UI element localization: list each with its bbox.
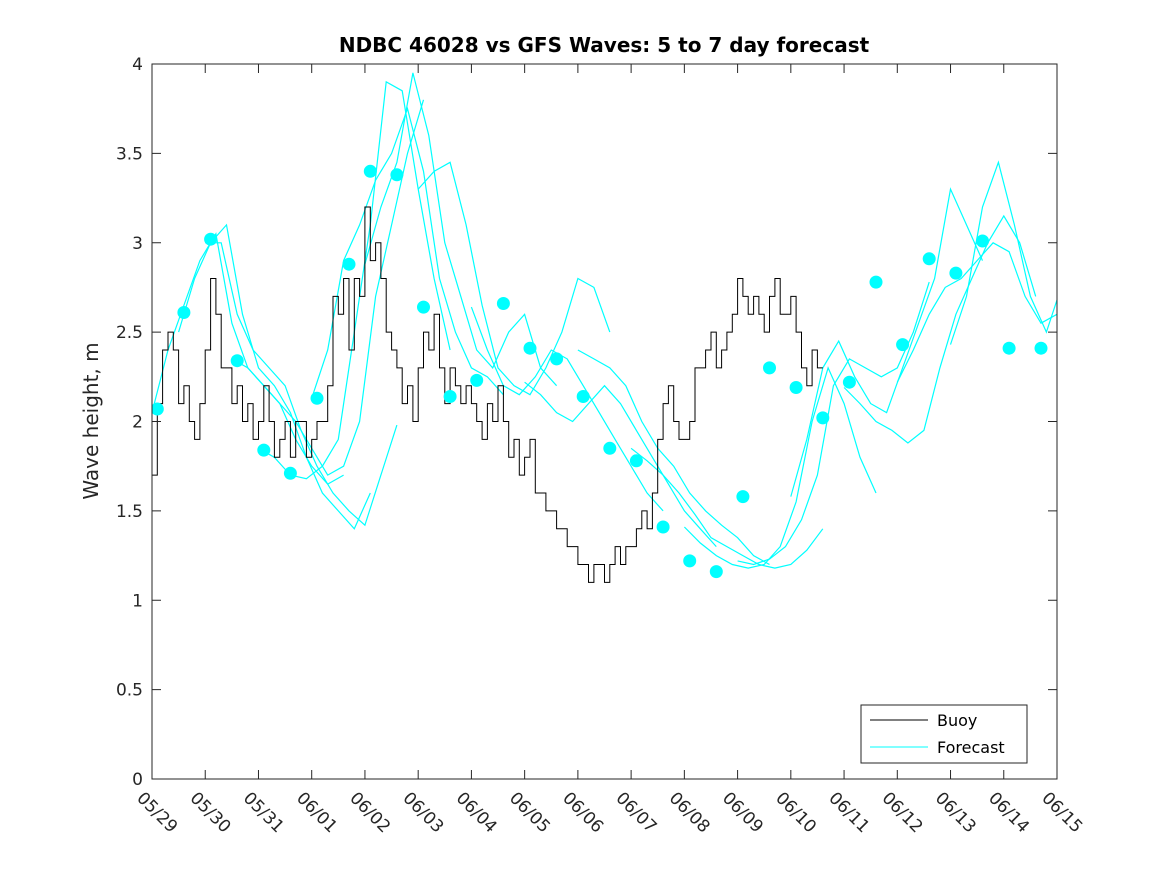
plot-area	[152, 72, 1057, 583]
y-tick-label: 2.5	[116, 323, 143, 343]
legend-box	[860, 704, 1028, 764]
forecast-marker-point	[736, 490, 750, 504]
forecast-marker-point	[896, 338, 910, 352]
y-tick-label: 2	[132, 413, 143, 433]
forecast-marker-point	[363, 164, 377, 178]
forecast-marker-point	[257, 443, 271, 457]
forecast-run-line-11	[577, 349, 770, 566]
forecast-marker-point	[470, 373, 484, 387]
y-tick-label: 3	[132, 234, 143, 254]
y-axis-label: Wave height, m	[79, 342, 103, 499]
chart-title: NDBC 46028 vs GFS Waves: 5 to 7 day fore…	[339, 33, 870, 57]
forecast-marker-point	[603, 441, 617, 455]
legend-forecast-label: Forecast	[937, 738, 1005, 757]
forecast-marker-point	[789, 381, 803, 394]
y-tick-label: 4	[132, 55, 143, 75]
forecast-run-line-17	[896, 242, 1057, 383]
forecast-marker-point	[283, 466, 297, 480]
forecast-marker-point	[656, 520, 670, 534]
forecast-run-line-14	[737, 281, 930, 566]
forecast-marker-point	[576, 390, 590, 403]
forecast-run-line-13	[683, 366, 877, 569]
forecast-marker-point	[869, 275, 883, 289]
forecast-marker-point	[496, 297, 510, 310]
forecast-run-line-16	[843, 214, 1037, 444]
y-tick-label: 0.5	[116, 681, 143, 701]
forecast-marker-point	[1002, 341, 1016, 355]
forecast-marker-point	[922, 252, 936, 266]
forecast-marker-point	[816, 411, 830, 425]
forecast-marker-point	[683, 554, 697, 568]
forecast-marker-point	[763, 361, 776, 375]
forecast-marker-point	[1034, 341, 1048, 355]
buoy-series-line	[152, 206, 823, 583]
forecast-marker-point	[417, 300, 430, 314]
forecast-run-line-10	[524, 381, 717, 548]
forecast-marker-point	[550, 352, 564, 366]
forecast-marker-point	[443, 390, 457, 403]
forecast-run-line-12	[630, 447, 824, 569]
forecast-marker-point	[629, 454, 643, 468]
forecast-marker-point	[842, 375, 856, 389]
forecast-marker-point	[342, 257, 356, 271]
forecast-marker-point	[152, 402, 164, 416]
legend-buoy-label: Buoy	[937, 711, 977, 730]
y-tick-label: 3.5	[116, 144, 143, 164]
forecast-marker-point	[709, 565, 723, 579]
y-tick-label: 1	[132, 591, 143, 611]
forecast-run-line-8	[417, 161, 611, 396]
forecast-marker-point	[310, 391, 324, 405]
forecast-marker-point	[390, 168, 404, 182]
forecast-run-line-7	[364, 72, 558, 387]
forecast-marker-point	[523, 341, 537, 355]
legend: Buoy Forecast	[860, 704, 1028, 764]
forecast-marker-point	[177, 306, 191, 319]
forecast-marker-point	[949, 266, 963, 280]
forecast-marker-point	[230, 354, 244, 368]
y-tick-label: 0	[132, 770, 143, 790]
y-tick-label: 1.5	[116, 502, 143, 522]
forecast-marker-point	[976, 234, 989, 248]
forecast-run-line-18	[949, 160, 1057, 345]
forecast-marker-point	[204, 232, 218, 246]
